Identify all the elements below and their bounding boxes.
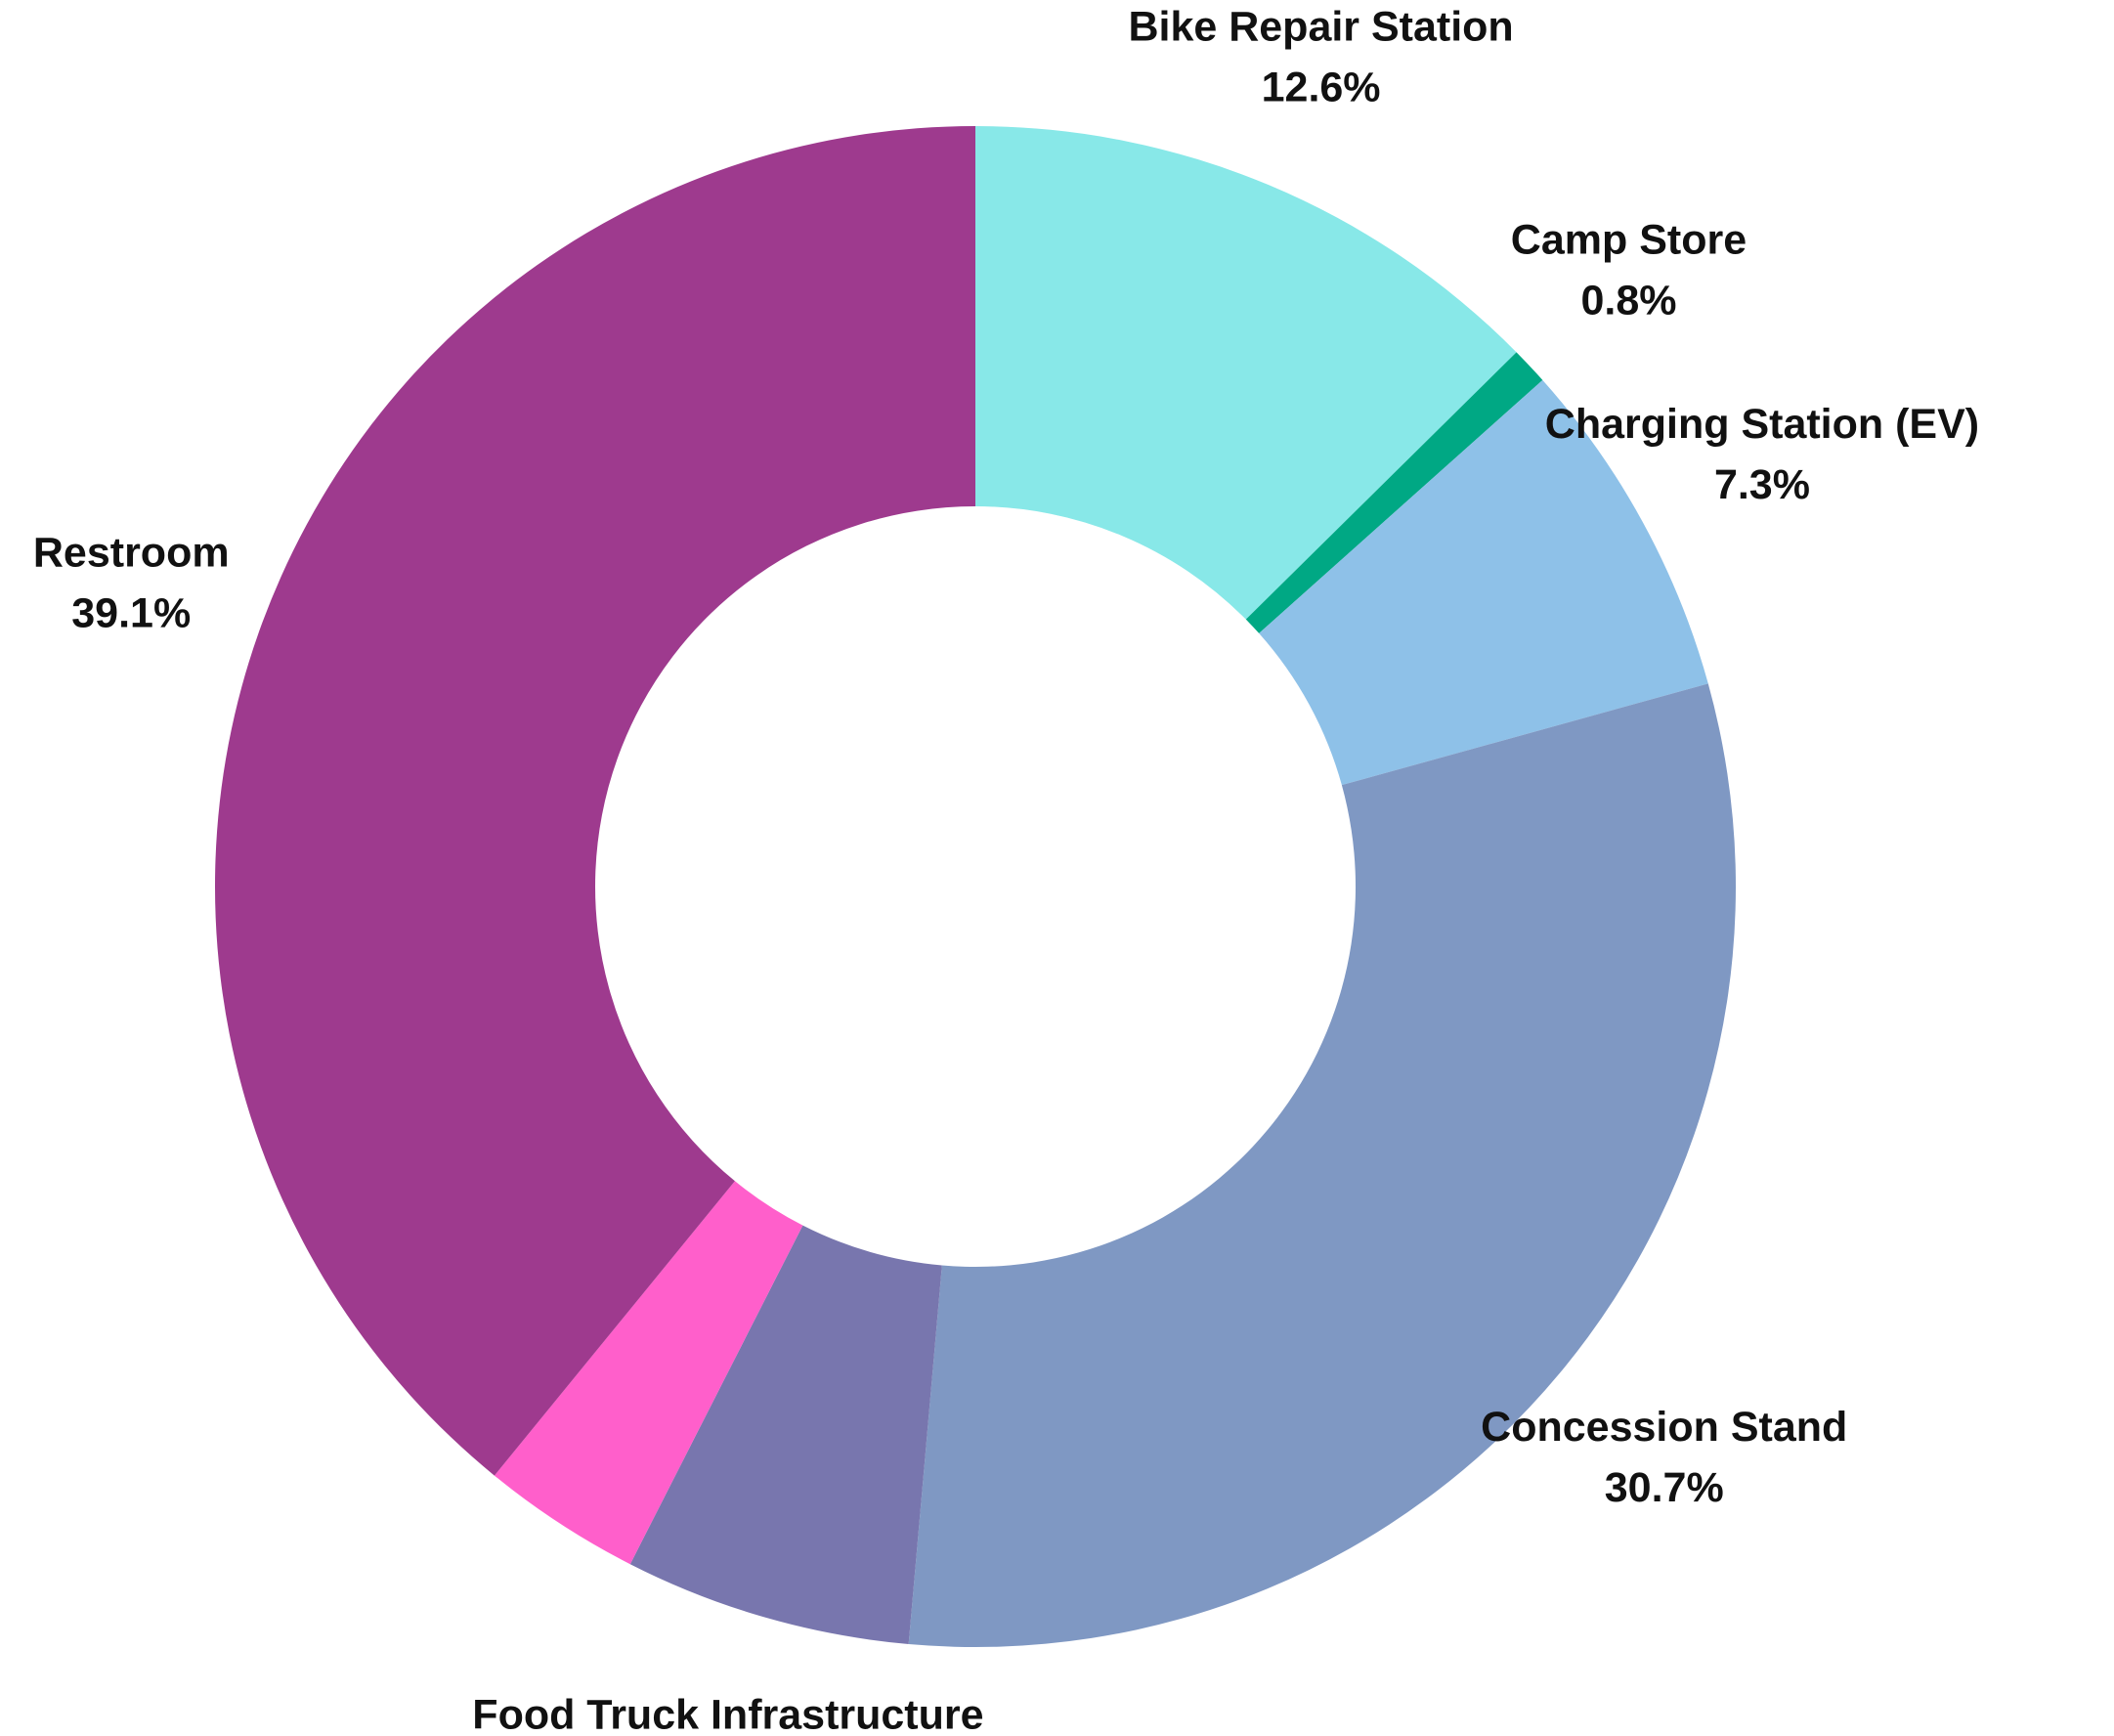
donut-slice — [215, 126, 975, 1476]
slice-label: Concession Stand — [1481, 1404, 1847, 1451]
donut-slice — [908, 683, 1736, 1647]
slice-value-label: 7.3% — [1714, 461, 1810, 508]
slice-label: Food Truck Infrastructure — [472, 1692, 983, 1736]
slice-label: Restroom — [33, 529, 230, 576]
slice-value-label: 30.7% — [1605, 1464, 1724, 1511]
donut-slice — [1259, 379, 1708, 786]
donut-slice — [494, 1181, 803, 1565]
slice-label: Charging Station (EV) — [1545, 401, 1979, 448]
slice-value-label: 0.8% — [1580, 278, 1676, 325]
slice-value-label: 39.1% — [71, 589, 191, 636]
slice-value-label: 12.6% — [1262, 64, 1381, 110]
donut-slice — [975, 126, 1517, 620]
donut-slice — [629, 1225, 942, 1644]
slice-label: Camp Store — [1511, 217, 1747, 264]
slice-label: Bike Repair Station — [1128, 3, 1513, 50]
donut-slice — [1245, 352, 1543, 633]
